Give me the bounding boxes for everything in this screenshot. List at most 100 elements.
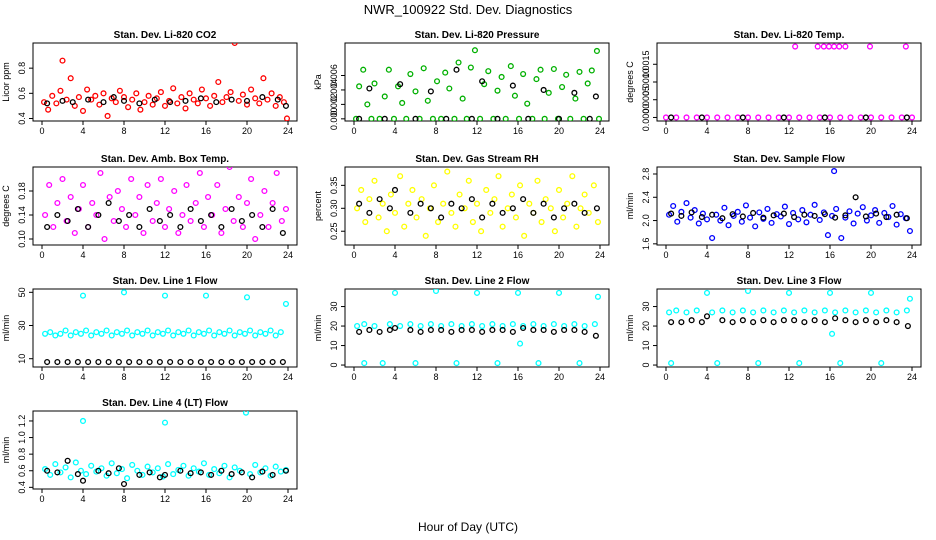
data-point	[59, 57, 66, 64]
data-point	[391, 186, 399, 193]
y-axis-label: Licor ppm	[1, 62, 11, 102]
x-tick-label: 12	[160, 372, 170, 382]
data-point	[192, 199, 199, 207]
data-point	[139, 330, 146, 337]
data-point	[161, 471, 169, 478]
data-point	[550, 214, 557, 221]
x-tick-label: 8	[121, 126, 126, 136]
data-point	[165, 461, 172, 468]
data-point	[123, 223, 130, 231]
x-tick-label: 24	[595, 126, 605, 136]
data-point	[238, 358, 245, 366]
data-point	[57, 87, 64, 94]
data-point	[361, 360, 368, 367]
data-point	[397, 322, 404, 330]
data-point	[512, 214, 519, 221]
series-hourly	[356, 66, 599, 121]
data-point	[456, 191, 463, 198]
data-point	[124, 475, 131, 482]
data-point	[171, 187, 178, 195]
data-point	[243, 199, 251, 207]
data-point	[218, 358, 225, 366]
data-point	[69, 99, 76, 106]
data-point	[903, 215, 910, 222]
data-point	[499, 223, 506, 230]
data-point	[499, 326, 506, 334]
y-tick-label: 0	[641, 363, 651, 368]
data-point	[862, 307, 869, 314]
data-point	[494, 115, 501, 121]
data-point	[551, 228, 558, 235]
data-point	[154, 465, 161, 472]
data-point	[537, 66, 544, 73]
y-tick-label: 0.10	[17, 230, 27, 248]
data-point	[187, 205, 194, 213]
data-point	[159, 330, 167, 337]
data-point	[526, 200, 533, 207]
data-point	[89, 199, 96, 207]
data-point	[141, 99, 148, 106]
data-point	[590, 182, 597, 189]
data-point	[760, 307, 767, 314]
data-point	[195, 329, 202, 336]
data-point	[120, 289, 128, 296]
data-point	[353, 115, 360, 121]
data-point	[354, 322, 361, 330]
data-point	[267, 327, 274, 334]
data-point	[200, 330, 208, 337]
data-point	[448, 321, 455, 328]
data-point	[239, 91, 246, 98]
data-point	[95, 358, 102, 366]
data-point	[908, 114, 916, 121]
x-tick-label: 16	[201, 494, 211, 504]
series-hourly	[44, 358, 286, 366]
data-point	[115, 217, 122, 225]
series-all	[662, 43, 916, 121]
data-points	[42, 289, 290, 366]
data-point	[555, 186, 563, 193]
data-point	[386, 205, 393, 212]
data-point	[412, 115, 419, 121]
data-point	[269, 205, 276, 213]
data-point	[368, 115, 375, 121]
data-point	[200, 460, 208, 467]
data-point	[261, 187, 268, 195]
data-point	[156, 217, 163, 225]
data-point	[866, 43, 874, 50]
data-point	[214, 181, 221, 189]
data-point	[688, 317, 695, 324]
data-point	[479, 328, 486, 335]
data-point	[580, 115, 587, 121]
data-point	[146, 205, 153, 213]
x-tick-label: 16	[825, 126, 835, 136]
data-point	[381, 93, 388, 100]
data-point	[49, 92, 56, 99]
data-point	[197, 469, 204, 476]
data-point	[227, 89, 234, 96]
data-point	[170, 471, 177, 478]
data-point	[259, 94, 266, 101]
data-point	[133, 90, 140, 97]
y-axis-label: ml/min	[1, 315, 11, 342]
data-point	[550, 328, 557, 335]
panel-3: Stan. Dev. Li-820 Temp. degrees C 0 4 8 12 16 2…	[625, 30, 922, 136]
plot-frame	[656, 288, 922, 368]
panels: Stan. Dev. Li-820 CO2 Licor ppm 0 4 8 12 16 20 2…	[1, 30, 922, 504]
data-point	[833, 205, 840, 212]
series-all	[42, 411, 290, 482]
data-point	[177, 467, 184, 474]
x-tick-label: 0	[39, 250, 44, 260]
x-tick-label: 24	[283, 372, 293, 382]
data-point	[494, 360, 501, 367]
data-point	[239, 223, 246, 231]
data-point	[180, 330, 187, 337]
data-point	[221, 462, 228, 469]
data-point	[50, 223, 57, 231]
data-point	[438, 322, 445, 330]
x-tick-label: 24	[595, 250, 605, 260]
data-point	[499, 209, 506, 216]
x-tick-label: 8	[433, 250, 438, 260]
y-axis-label: kPa	[313, 74, 323, 90]
data-point	[455, 59, 462, 66]
data-point	[366, 209, 373, 216]
